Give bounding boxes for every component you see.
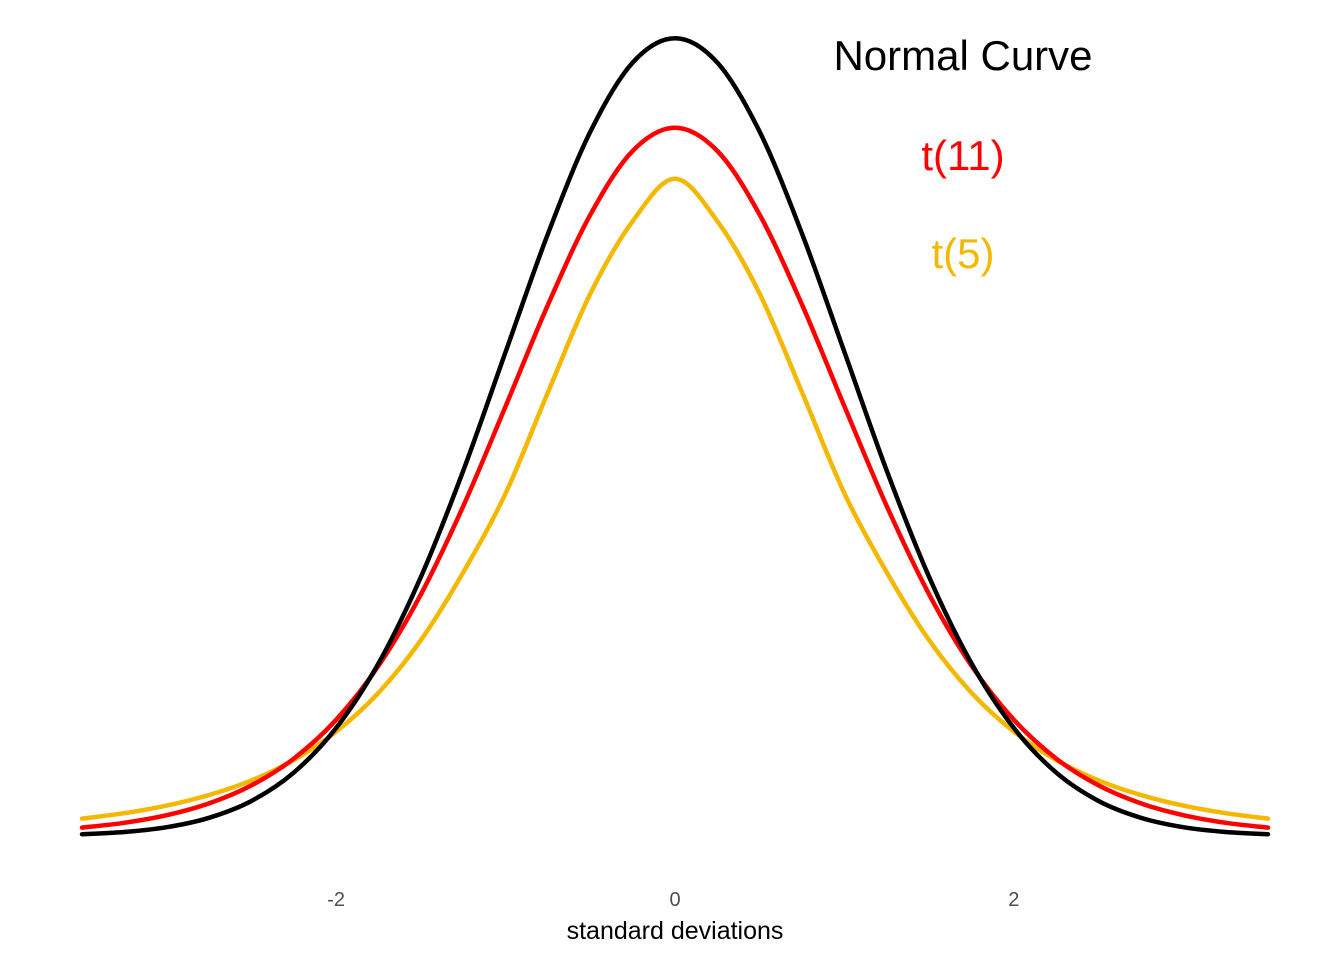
x-tick-label: 2 xyxy=(1008,889,1019,911)
x-tick-label: 0 xyxy=(669,889,680,911)
x-tick-label: -2 xyxy=(327,889,345,911)
legend-group: Normal Curve t(11) t(5) xyxy=(833,32,1092,277)
x-axis-ticks: -2 0 2 xyxy=(327,889,1019,911)
curves-group xyxy=(79,35,1271,837)
legend-label-2: t(5) xyxy=(932,230,995,277)
legend-label-1: t(11) xyxy=(921,132,1004,179)
series-line-0 xyxy=(79,35,1271,837)
series-line-1 xyxy=(79,125,1271,830)
x-axis-title: standard deviations xyxy=(567,917,784,945)
series-line-2 xyxy=(79,176,1271,821)
legend-label-0: Normal Curve xyxy=(833,32,1092,79)
